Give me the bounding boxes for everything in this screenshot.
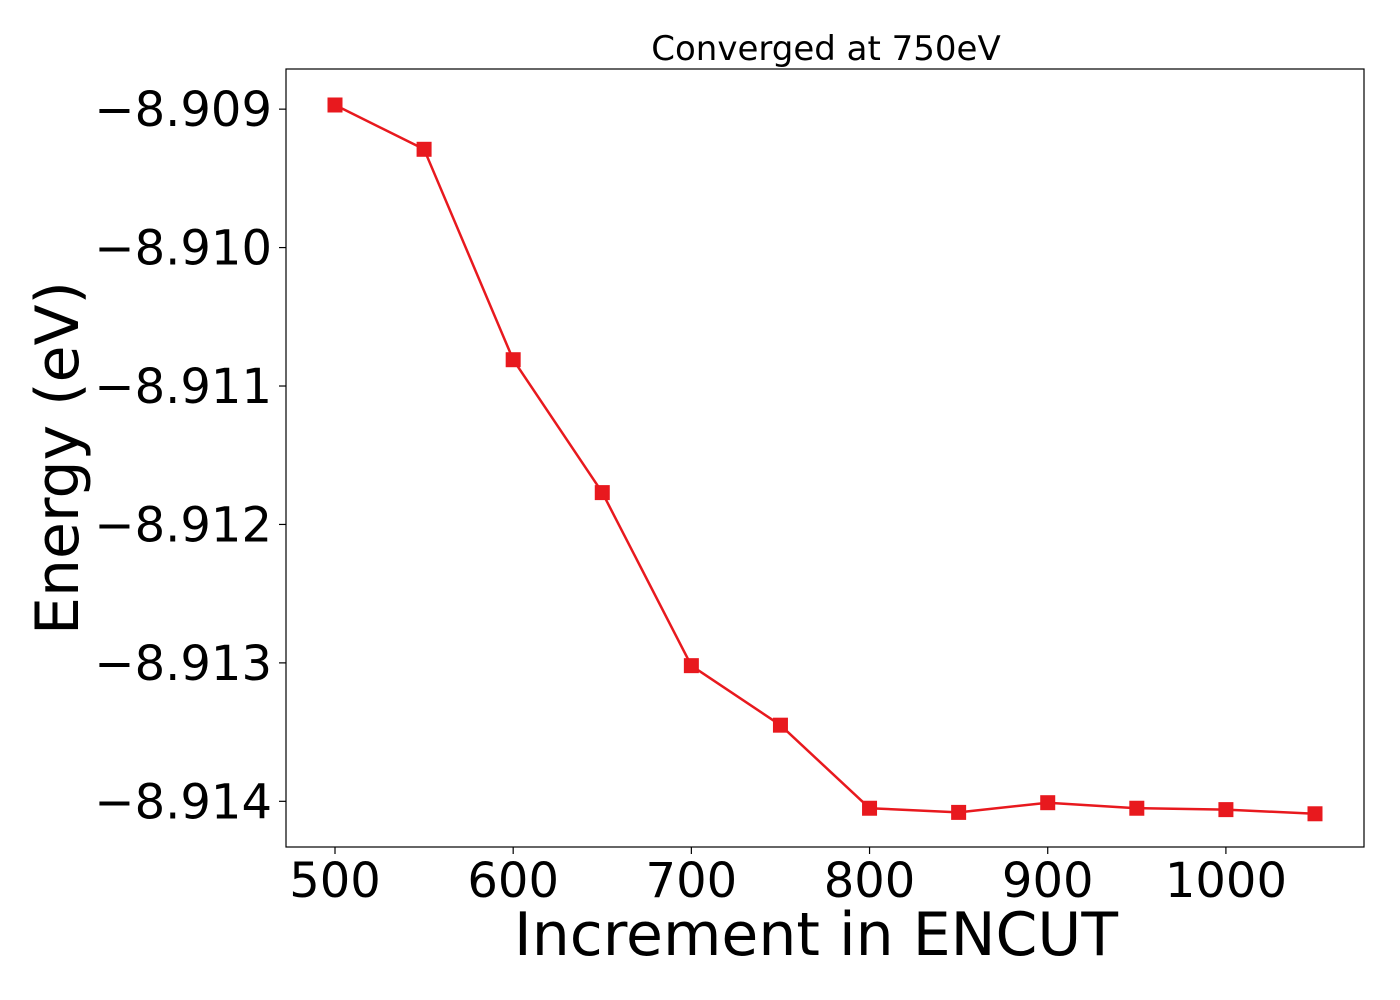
- data-point-marker: [951, 804, 967, 820]
- data-point-marker: [1307, 806, 1323, 822]
- data-point-marker: [1218, 802, 1234, 818]
- x-tick-label: 500: [289, 853, 381, 909]
- x-tick-label: 700: [646, 853, 738, 909]
- data-point-marker: [416, 141, 432, 157]
- y-tick-label: −8.911: [94, 359, 272, 415]
- y-axis-ticks: −8.909 −8.910 −8.911 −8.912 −8.913 −8.914: [94, 82, 286, 830]
- y-tick-label: −8.909: [94, 82, 272, 138]
- y-tick-label: −8.910: [94, 221, 272, 277]
- data-point-marker: [862, 800, 878, 816]
- x-tick-label: 1000: [1165, 853, 1287, 909]
- chart-title: Converged at 750eV: [651, 29, 1000, 69]
- data-point-marker: [594, 485, 610, 501]
- data-point-marker: [505, 352, 521, 368]
- y-tick-label: −8.914: [94, 774, 272, 830]
- plot-area: [285, 68, 1365, 848]
- data-point-marker: [772, 717, 788, 733]
- x-tick-label: 900: [1002, 853, 1094, 909]
- y-axis-title: Energy (eV): [23, 281, 93, 635]
- data-point-marker: [1040, 795, 1056, 811]
- y-tick-label: −8.913: [94, 636, 272, 692]
- data-point-marker: [1129, 800, 1145, 816]
- plot-frame: [285, 68, 1365, 848]
- data-point-marker: [327, 97, 343, 113]
- y-tick-label: −8.912: [94, 497, 272, 553]
- energy-series-line: [334, 103, 1316, 816]
- x-tick-label: 600: [467, 853, 559, 909]
- x-axis-title: Increment in ENCUT: [514, 900, 1118, 970]
- data-point-marker: [683, 658, 699, 674]
- x-tick-label: 800: [824, 853, 916, 909]
- x-axis-ticks: 500 600 700 800 900 1000: [289, 847, 1287, 909]
